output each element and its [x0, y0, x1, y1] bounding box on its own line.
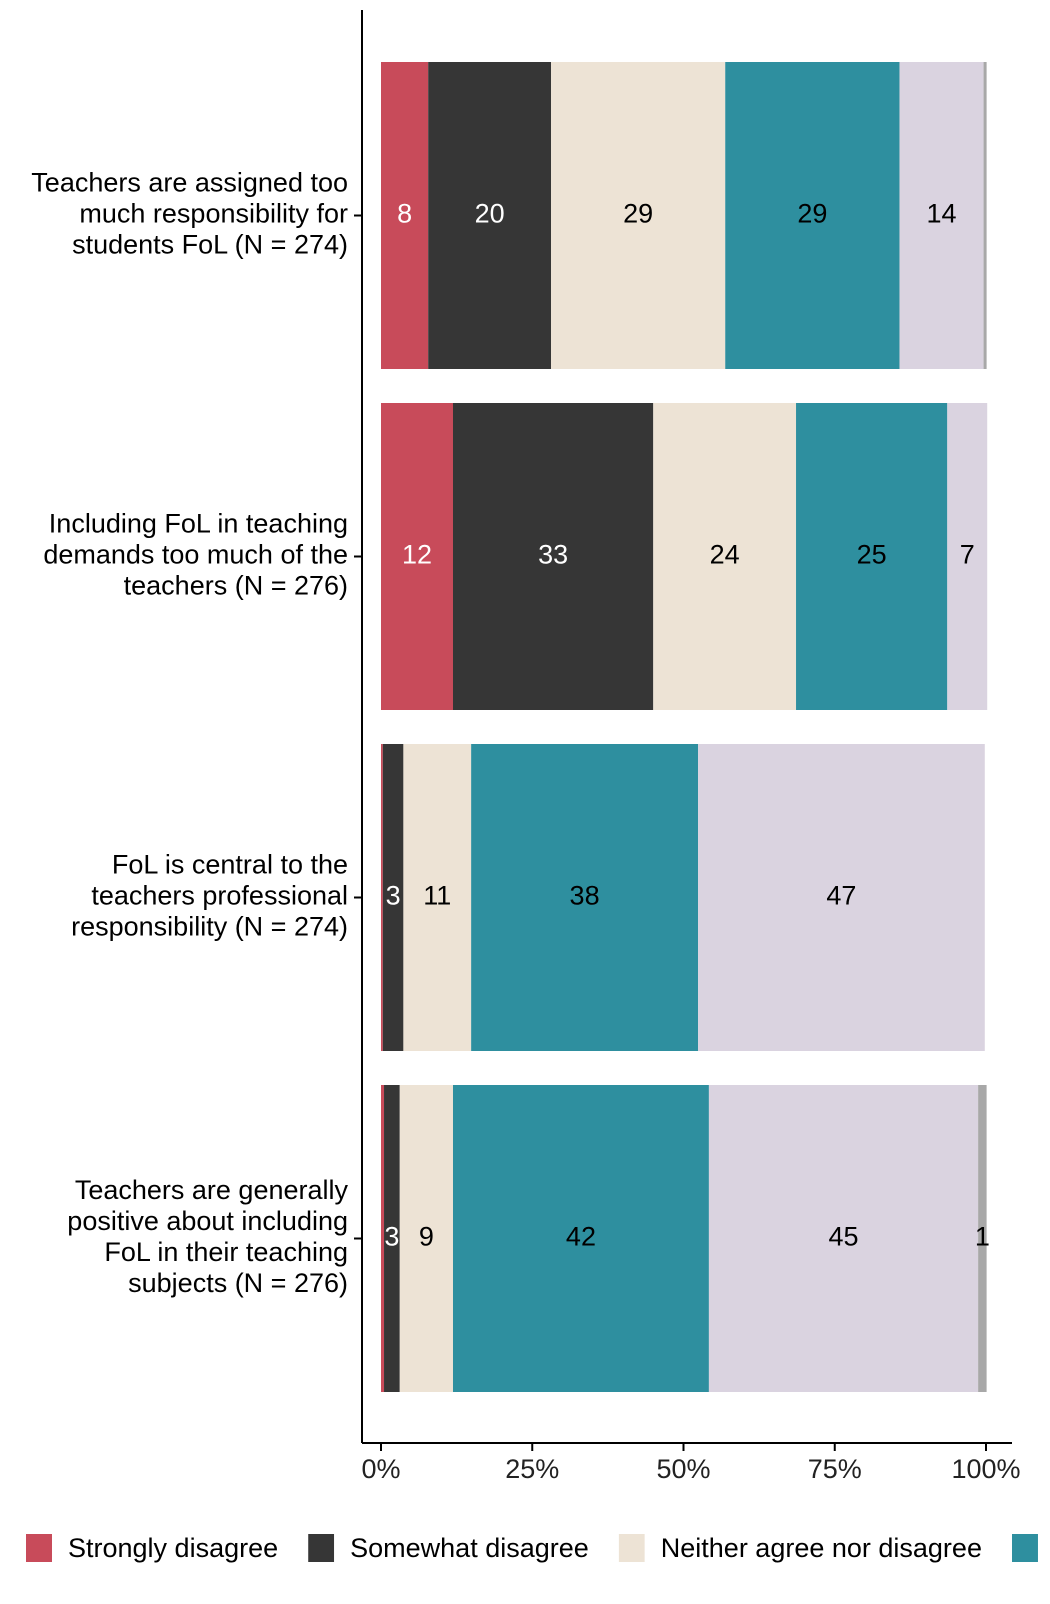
value-label: 38 [570, 881, 600, 911]
bar-segment [384, 1085, 400, 1392]
value-label: 9 [419, 1222, 434, 1252]
bar-segment [381, 744, 383, 1051]
value-label: 29 [797, 199, 827, 229]
value-label: 12 [402, 540, 432, 570]
bar-segment [698, 744, 985, 1051]
legend-swatch [26, 1534, 52, 1562]
legend-label: Neither agree nor disagree [661, 1533, 982, 1563]
legend-swatch [308, 1534, 334, 1562]
x-tick-label: 0% [361, 1454, 400, 1484]
value-label: 11 [423, 881, 451, 911]
bar-segment [428, 62, 552, 369]
value-label: 47 [826, 881, 856, 911]
value-label: 14 [927, 199, 957, 229]
category-label: Teachers are generally positive about inc… [67, 1175, 348, 1298]
bar-segment [452, 1085, 709, 1392]
category-label: Teachers are assigned too much responsibi… [31, 168, 348, 260]
value-label: 33 [538, 540, 568, 570]
bar-segment [653, 403, 797, 710]
bar-segment [978, 1085, 987, 1392]
bar-segment [452, 403, 654, 710]
value-label: 8 [397, 199, 412, 229]
category-label: FoL is central to the teachers profession… [71, 850, 348, 942]
legend-label: Somewhat disagree [350, 1533, 589, 1563]
value-label: 20 [475, 199, 505, 229]
legend-swatch [619, 1534, 645, 1562]
x-tick-label: 100% [951, 1454, 1020, 1484]
bar-segment [381, 1085, 385, 1392]
bar-segment [403, 744, 472, 1051]
value-label: 24 [710, 540, 740, 570]
value-label: 25 [857, 540, 887, 570]
bar-segment [551, 62, 726, 369]
bar-segment [382, 744, 404, 1051]
bar-segment [796, 403, 948, 710]
bar-segment [381, 403, 453, 710]
bar-segment [983, 62, 987, 369]
bar-segment [381, 62, 429, 369]
legend-label: Strongly disagree [68, 1533, 278, 1563]
value-label: 29 [623, 199, 653, 229]
value-label: 7 [960, 540, 975, 570]
value-label: 3 [386, 881, 401, 911]
value-label: 45 [828, 1222, 858, 1252]
value-label: 1 [975, 1222, 990, 1252]
bar-segment [947, 403, 988, 710]
bar-segment [471, 744, 699, 1051]
legend-swatch [1012, 1534, 1038, 1562]
x-tick-label: 50% [656, 1454, 710, 1484]
bar-segment [899, 62, 984, 369]
bar-segment [708, 1085, 979, 1392]
x-tick-label: 75% [808, 1454, 862, 1484]
category-label: Including FoL in teaching demands too muc… [43, 509, 348, 601]
value-label: 3 [384, 1222, 399, 1252]
x-tick-label: 25% [505, 1454, 559, 1484]
value-label: 42 [566, 1222, 596, 1252]
bar-segment [399, 1085, 453, 1392]
bar-segment [725, 62, 900, 369]
